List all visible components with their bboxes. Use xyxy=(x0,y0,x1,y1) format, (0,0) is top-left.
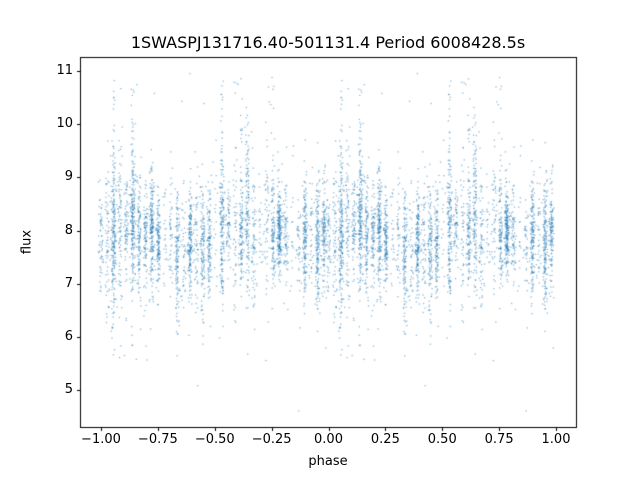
x-axis-label: phase xyxy=(308,454,348,469)
y-tick-label: 5 xyxy=(64,382,73,398)
x-tick-label: −0.25 xyxy=(251,432,292,447)
y-tick-label: 8 xyxy=(64,222,73,238)
y-tick-label: 6 xyxy=(64,328,73,344)
x-tick-label: −0.50 xyxy=(194,432,235,447)
x-tick-label: −0.75 xyxy=(137,432,178,447)
y-tick-label: 9 xyxy=(64,169,73,185)
x-tick-label: 0.50 xyxy=(427,432,457,447)
y-tick-label: 7 xyxy=(64,275,73,291)
y-tick-label: 11 xyxy=(56,62,73,78)
y-tick-label: 10 xyxy=(56,116,73,132)
chart-title: 1SWASPJ131716.40-501131.4 Period 6008428… xyxy=(130,33,526,52)
x-tick-label: 0.75 xyxy=(484,432,514,447)
x-tick-label: 1.00 xyxy=(541,432,571,447)
x-tick-label: −1.00 xyxy=(81,432,121,447)
x-tick-label: 0.25 xyxy=(370,432,400,447)
x-tick-label: 0.00 xyxy=(314,432,343,447)
